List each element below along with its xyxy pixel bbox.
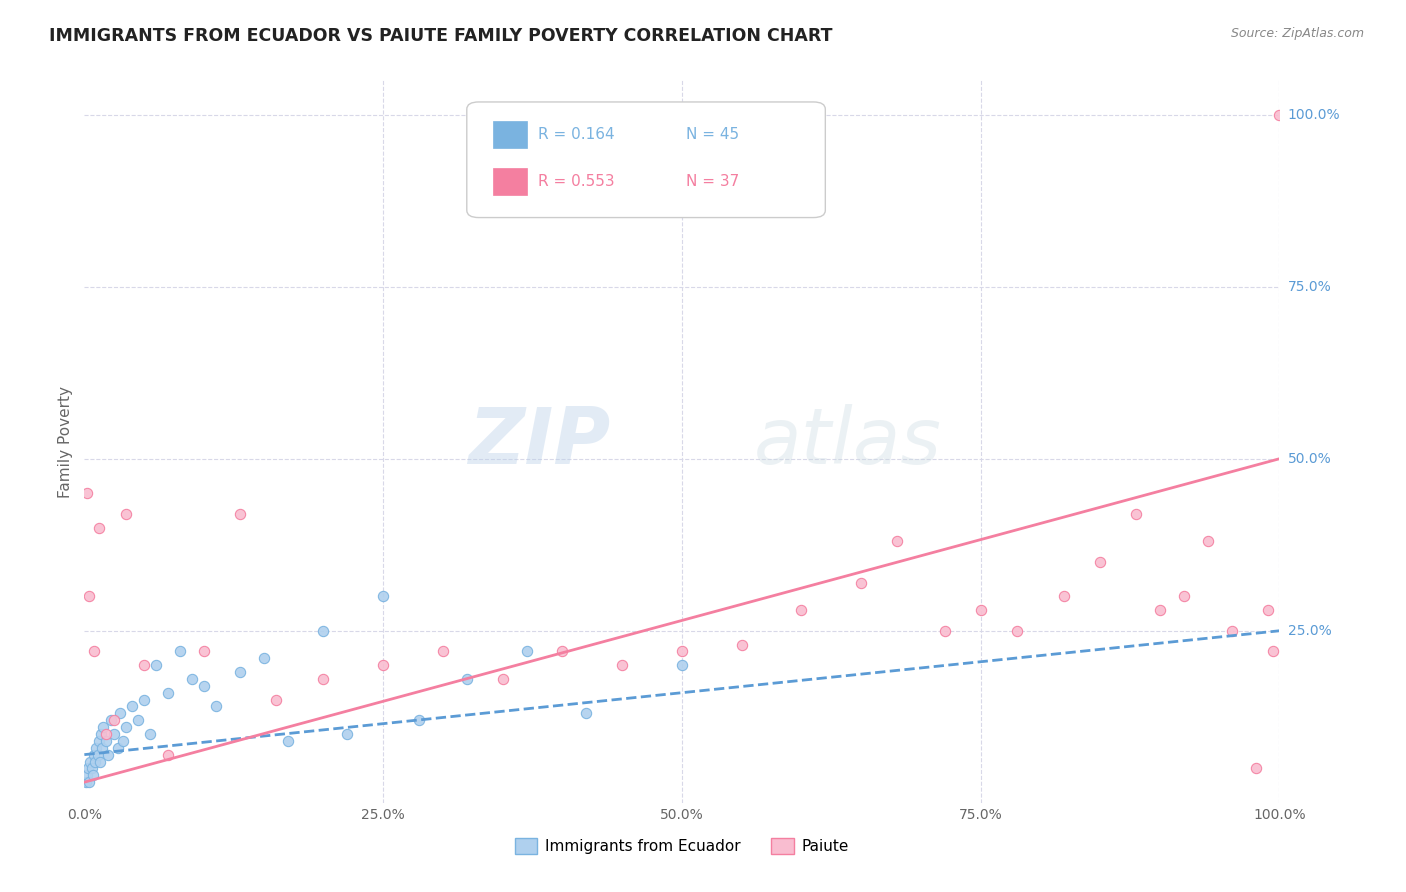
Point	[87, 520, 110, 534]
Point	[193, 644, 215, 658]
Point	[229, 665, 252, 679]
Point	[157, 747, 180, 762]
Point	[1220, 624, 1243, 638]
Point	[169, 644, 191, 658]
Point	[93, 720, 115, 734]
Point	[181, 672, 204, 686]
Point	[492, 672, 515, 686]
Point	[205, 699, 228, 714]
Text: IMMIGRANTS FROM ECUADOR VS PAIUTE FAMILY POVERTY CORRELATION CHART: IMMIGRANTS FROM ECUADOR VS PAIUTE FAMILY…	[49, 27, 832, 45]
Point	[1263, 644, 1285, 658]
Point	[1197, 534, 1219, 549]
Point	[132, 692, 156, 706]
Point	[1125, 507, 1147, 521]
Point	[1090, 555, 1112, 569]
Point	[75, 775, 97, 789]
Text: atlas: atlas	[754, 403, 942, 480]
Point	[790, 603, 813, 617]
FancyBboxPatch shape	[494, 168, 527, 195]
Text: N = 45: N = 45	[686, 127, 740, 142]
Point	[86, 740, 108, 755]
Point	[312, 672, 335, 686]
Point	[516, 644, 538, 658]
Point	[111, 734, 134, 748]
Point	[671, 644, 693, 658]
Point	[157, 686, 180, 700]
Point	[1005, 624, 1028, 638]
Point	[253, 651, 276, 665]
Point	[934, 624, 956, 638]
Point	[110, 706, 132, 721]
Point	[76, 486, 98, 500]
Point	[145, 658, 167, 673]
Text: 100.0%: 100.0%	[1288, 108, 1340, 121]
Point	[94, 727, 117, 741]
Text: 50.0%: 50.0%	[1288, 451, 1331, 466]
Point	[1244, 761, 1267, 775]
Point	[432, 644, 454, 658]
Point	[970, 603, 993, 617]
Point	[100, 713, 122, 727]
Text: 25.0%: 25.0%	[1288, 624, 1331, 638]
Point	[87, 734, 110, 748]
Point	[115, 720, 138, 734]
Text: 75.0%: 75.0%	[1288, 280, 1331, 293]
Point	[76, 768, 98, 782]
Point	[612, 658, 634, 673]
Point	[731, 638, 754, 652]
Point	[1173, 590, 1195, 604]
Point	[121, 699, 143, 714]
Point	[312, 624, 335, 638]
Point	[264, 692, 287, 706]
Text: N = 37: N = 37	[686, 174, 740, 189]
Point	[408, 713, 430, 727]
Point	[90, 727, 112, 741]
FancyBboxPatch shape	[467, 102, 825, 218]
Point	[103, 727, 125, 741]
Point	[139, 727, 162, 741]
Text: R = 0.553: R = 0.553	[538, 174, 614, 189]
Point	[83, 644, 105, 658]
Point	[103, 713, 125, 727]
Point	[1268, 108, 1291, 122]
Point	[77, 761, 100, 775]
Point	[77, 590, 100, 604]
Point	[80, 761, 103, 775]
Point	[277, 734, 299, 748]
Point	[107, 740, 129, 755]
Point	[79, 755, 101, 769]
Point	[456, 672, 478, 686]
Point	[373, 590, 395, 604]
Text: Source: ZipAtlas.com: Source: ZipAtlas.com	[1230, 27, 1364, 40]
Point	[193, 679, 215, 693]
Point	[77, 775, 100, 789]
Point	[97, 747, 120, 762]
Point	[84, 755, 107, 769]
Text: ZIP: ZIP	[468, 403, 610, 480]
Point	[115, 507, 138, 521]
Point	[1257, 603, 1279, 617]
Point	[229, 507, 252, 521]
Legend: Immigrants from Ecuador, Paiute: Immigrants from Ecuador, Paiute	[509, 832, 855, 860]
Point	[94, 734, 117, 748]
Point	[373, 658, 395, 673]
Y-axis label: Family Poverty: Family Poverty	[58, 385, 73, 498]
Point	[82, 768, 104, 782]
Point	[1053, 590, 1076, 604]
Point	[336, 727, 359, 741]
Text: R = 0.164: R = 0.164	[538, 127, 614, 142]
Point	[83, 747, 105, 762]
FancyBboxPatch shape	[494, 120, 527, 148]
Point	[851, 575, 873, 590]
Point	[86, 747, 108, 762]
Point	[886, 534, 908, 549]
Point	[575, 706, 598, 721]
Point	[132, 658, 156, 673]
Point	[127, 713, 149, 727]
Point	[551, 644, 574, 658]
Point	[89, 755, 111, 769]
Point	[671, 658, 693, 673]
Point	[91, 740, 114, 755]
Point	[1149, 603, 1171, 617]
